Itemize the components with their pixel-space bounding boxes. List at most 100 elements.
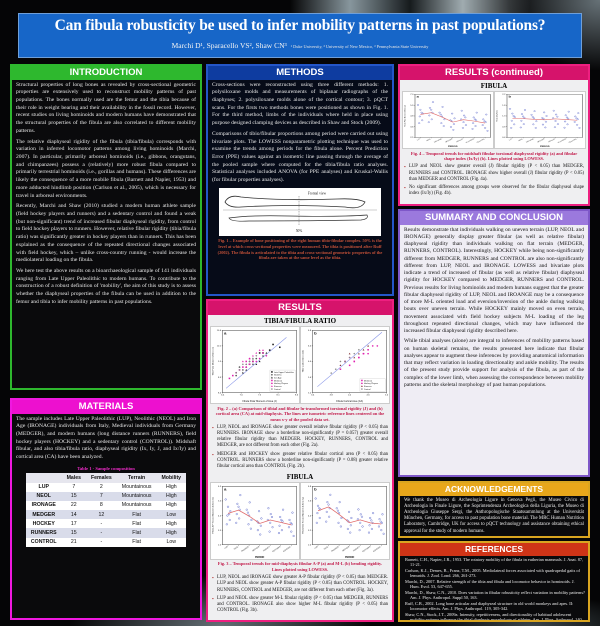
svg-text:2.5: 2.5 bbox=[218, 544, 222, 546]
results-continued-section: RESULTS (continued) FIBULA 2.5 3.6 4.8 5.9 7… bbox=[398, 64, 590, 206]
introduction-header: INTRODUCTION bbox=[12, 66, 200, 80]
fig1-bone-drawing: Frontal view 50% bbox=[223, 192, 377, 233]
reference-item: Marchi, D., Shaw, C.N., 2010. Does varia… bbox=[405, 589, 585, 601]
svg-text:10.6: 10.6 bbox=[217, 330, 222, 332]
svg-text:HOCKEY: HOCKEY bbox=[353, 546, 361, 553]
table-cell: 22 bbox=[70, 502, 77, 509]
fig1-fifty-percent-label: 50% bbox=[296, 229, 303, 233]
svg-text:IRONAGE: IRONAGE bbox=[433, 137, 443, 143]
svg-text:1.3: 1.3 bbox=[502, 116, 506, 118]
svg-text:RUNNERS: RUNNERS bbox=[466, 138, 476, 144]
svg-text:MEDGER: MEDGER bbox=[342, 546, 351, 553]
svg-text:HOCKEY: HOCKEY bbox=[456, 138, 465, 143]
svg-text:1.8: 1.8 bbox=[502, 105, 506, 107]
table-cell: 21 bbox=[70, 539, 77, 546]
results-bullet: LUP, NEOL and IRONAGE show greater overa… bbox=[208, 424, 392, 450]
results-bullet: No significant differences among groups … bbox=[400, 184, 588, 198]
svg-text:HOCKEY: HOCKEY bbox=[263, 546, 271, 553]
svg-text:IRONAGE: IRONAGE bbox=[331, 545, 341, 553]
table-cell: NEOL bbox=[36, 493, 51, 500]
svg-text:MEDGER: MEDGER bbox=[537, 138, 546, 143]
fig2-row: 8.4 8.9 9.5 10.1 10.6 6.4 7.0 7.5 8.1 8.6 Late Upp… bbox=[208, 326, 392, 404]
table-cell: Flat bbox=[132, 520, 141, 527]
table-cell: High bbox=[165, 502, 177, 509]
svg-text:6.4: 6.4 bbox=[221, 395, 225, 397]
table-column-header: Terrain bbox=[128, 474, 146, 481]
table-cell: Mountainous bbox=[121, 484, 152, 491]
introduction-section: INTRODUCTION Structural properties of lo… bbox=[10, 64, 202, 390]
svg-text:IRONAGE: IRONAGE bbox=[525, 137, 535, 143]
svg-text:Runners: Runners bbox=[364, 385, 372, 388]
fig4b-strip-plot: 0.4 0.9 1.3 1.8 2.2 LUP NEOL IRONAGE MEDGER HOCKE… bbox=[494, 91, 586, 149]
svg-text:2.0: 2.0 bbox=[308, 544, 312, 546]
table-cell: 15 bbox=[70, 530, 77, 537]
svg-text:Fibula Polar Moment of Area (J: Fibula Polar Moment of Area (J) bbox=[403, 105, 406, 127]
table-cell: - bbox=[100, 539, 103, 546]
table-cell: 17 bbox=[70, 520, 77, 527]
svg-text:NEOL: NEOL bbox=[234, 546, 239, 551]
summary-header: SUMMARY AND CONCLUSION bbox=[400, 211, 588, 225]
svg-text:6.8: 6.8 bbox=[308, 486, 312, 488]
svg-text:8.9: 8.9 bbox=[218, 377, 222, 379]
svg-text:6.5: 6.5 bbox=[218, 486, 222, 488]
svg-text:b: b bbox=[314, 330, 317, 335]
results-bullet: LUP and NEOL show greater M-L fibular ri… bbox=[208, 595, 392, 615]
table-cell: Mountainous bbox=[121, 502, 152, 509]
fig1-caption: Fig. 1 – Example of bone positioning of … bbox=[217, 238, 383, 261]
svg-text:Medieval: Medieval bbox=[364, 380, 373, 382]
svg-text:IRONAGE: IRONAGE bbox=[241, 545, 251, 553]
table-cell: LUP bbox=[38, 484, 49, 491]
svg-text:LUP: LUP bbox=[417, 138, 422, 141]
svg-text:2.5: 2.5 bbox=[410, 137, 414, 139]
table-row: MEDGER 14 12 Flat Low bbox=[25, 510, 187, 520]
svg-text:4.2: 4.2 bbox=[348, 395, 352, 397]
table-cell: High bbox=[165, 493, 177, 500]
svg-text:4.8: 4.8 bbox=[410, 116, 414, 118]
table-cell: High bbox=[165, 520, 177, 527]
poster-title: Can fibula robusticity be used to infer … bbox=[54, 17, 546, 34]
svg-text:5.5: 5.5 bbox=[218, 501, 222, 503]
results-bullet: LUP and NEOL show greater overall (J) fi… bbox=[400, 163, 588, 183]
table-cell: Flat bbox=[132, 530, 141, 537]
fibula-heading: FIBULA bbox=[286, 472, 314, 481]
svg-text:4.4: 4.4 bbox=[308, 515, 312, 517]
svg-text:LUP: LUP bbox=[509, 138, 514, 141]
svg-text:Control: Control bbox=[364, 388, 371, 391]
svg-text:NEOL: NEOL bbox=[426, 138, 432, 142]
fig4-caption: Fig. 4 – Temporal trends for midshaft fi… bbox=[410, 150, 578, 162]
summary-paragraph: While tibial analyses (alone) are integr… bbox=[404, 338, 584, 388]
svg-text:7.0: 7.0 bbox=[410, 94, 414, 96]
table-cell: - bbox=[100, 530, 103, 537]
references-section: REFERENCES Barnett, C.H., Napier, J.R., … bbox=[398, 541, 590, 622]
reference-item: Carlson, K.J., Demes, B., Franz, T.M., 2… bbox=[405, 567, 580, 579]
introduction-paragraph: We here test the above results on a bioa… bbox=[16, 268, 196, 305]
poster-affiliations: ¹ Duke University, ² University of New M… bbox=[290, 44, 429, 49]
reference-item: Barnett, C.H., Napier, J.R., 1953. The r… bbox=[405, 557, 584, 568]
svg-text:MEDGER: MEDGER bbox=[445, 138, 454, 143]
table-cell: IRONAGE bbox=[31, 502, 56, 509]
table-cell: HOCKEY bbox=[32, 520, 55, 527]
svg-text:6.4: 6.4 bbox=[308, 346, 312, 348]
table-cell: 12 bbox=[98, 511, 105, 518]
svg-text:a: a bbox=[417, 95, 420, 98]
svg-text:5.9: 5.9 bbox=[410, 105, 413, 107]
svg-text:3.4: 3.4 bbox=[311, 395, 315, 397]
svg-text:b: b bbox=[509, 95, 512, 98]
svg-text:Neolithic: Neolithic bbox=[274, 374, 282, 377]
svg-text:0.9: 0.9 bbox=[502, 126, 505, 128]
svg-text:4.6: 4.6 bbox=[367, 395, 371, 397]
fig2a-scatter-plot: 8.4 8.9 9.5 10.1 10.6 6.4 7.0 7.5 8.1 8.6 Late Upp… bbox=[210, 326, 300, 404]
methods-section: METHODS Cross-sections were reconstructe… bbox=[206, 64, 394, 296]
table-cell: 2 bbox=[99, 484, 103, 491]
methods-paragraph: Cross-sections were reconstructed using … bbox=[212, 81, 388, 127]
fibula-heading: FIBULA bbox=[480, 82, 508, 90]
table-cell: Low bbox=[166, 539, 177, 546]
table-row: CONTROL 21 - Flat Low bbox=[26, 538, 186, 547]
results-header: RESULTS bbox=[208, 301, 392, 315]
svg-text:HOCKEY: HOCKEY bbox=[548, 138, 557, 143]
fig1-frontal-view-label: Frontal view bbox=[308, 192, 327, 196]
svg-text:PERIOD: PERIOD bbox=[448, 146, 458, 148]
svg-text:Control: Control bbox=[274, 388, 281, 391]
table-cell: 15 bbox=[70, 493, 77, 500]
poster-byline: Marchi D¹, Sparacello VS², Shaw CN³ ¹ Du… bbox=[19, 35, 581, 53]
